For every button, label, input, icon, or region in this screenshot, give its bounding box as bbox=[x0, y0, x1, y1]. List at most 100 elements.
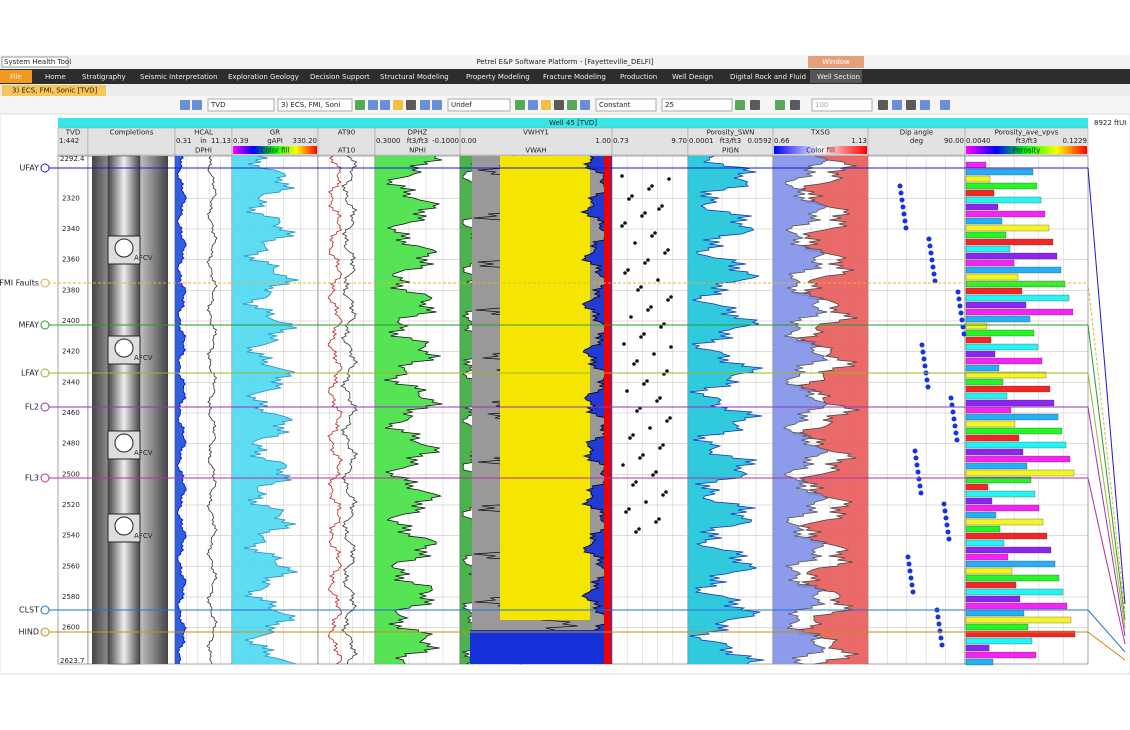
active-tab[interactable] bbox=[810, 70, 862, 83]
toolbar-field-label[interactable]: 25 bbox=[665, 101, 674, 109]
marker-icon[interactable] bbox=[40, 163, 50, 173]
dip-dot bbox=[922, 363, 928, 369]
menu-item[interactable]: Fracture Modeling bbox=[543, 73, 606, 81]
toolbar-icon[interactable] bbox=[541, 100, 551, 110]
marker-label[interactable]: FMI Faults bbox=[0, 279, 39, 288]
toolbar-icon[interactable] bbox=[892, 100, 902, 110]
track-name: TXSG bbox=[810, 129, 830, 137]
toolbar-field-label[interactable]: 100 bbox=[815, 101, 828, 109]
menu-item[interactable]: Production bbox=[620, 73, 657, 81]
track-header bbox=[687, 127, 774, 156]
menu-item[interactable]: Home bbox=[45, 73, 66, 81]
toolbar-icon[interactable] bbox=[420, 100, 430, 110]
toolbar-icon[interactable] bbox=[355, 100, 365, 110]
window-tab-label[interactable]: Window bbox=[822, 58, 850, 66]
toolbar-icon[interactable] bbox=[906, 100, 916, 110]
toolbar-icon[interactable] bbox=[528, 100, 538, 110]
toolbar-field-label[interactable]: Constant bbox=[599, 101, 631, 109]
toolbar-field[interactable] bbox=[447, 98, 511, 112]
toolbar-field-label[interactable]: 3) ECS, FMI, Soni bbox=[281, 101, 340, 109]
colorbar bbox=[966, 146, 1087, 154]
toolbar-icon[interactable] bbox=[380, 100, 390, 110]
menu-item[interactable]: Structural Modeling bbox=[380, 73, 449, 81]
menu-item[interactable]: Stratigraphy bbox=[82, 73, 126, 81]
menu-item[interactable]: Decision Support bbox=[310, 73, 370, 81]
tadpole bbox=[627, 197, 631, 201]
marker-label[interactable]: LFAY bbox=[21, 369, 39, 378]
porosity-bar bbox=[965, 343, 1039, 351]
menu-item[interactable]: Well Design bbox=[672, 73, 713, 81]
dip-dot bbox=[909, 582, 915, 588]
valve-icon bbox=[114, 338, 134, 358]
marker-label[interactable]: UFAY bbox=[20, 164, 40, 173]
menu-item[interactable]: Property Modeling bbox=[466, 73, 530, 81]
toolbar-icon[interactable] bbox=[406, 100, 416, 110]
porosity-bar bbox=[965, 196, 1042, 204]
toolbar-icon[interactable] bbox=[940, 100, 950, 110]
marker-icon[interactable] bbox=[40, 605, 50, 615]
toolbar-icon[interactable] bbox=[393, 100, 403, 110]
toolbar-icon[interactable] bbox=[368, 100, 378, 110]
toolbar-field-label[interactable]: Undef bbox=[451, 101, 472, 109]
track-header bbox=[867, 127, 966, 156]
health-tool-button[interactable] bbox=[1, 56, 69, 68]
tadpole bbox=[636, 288, 640, 292]
toolbar-field[interactable] bbox=[277, 98, 353, 112]
marker-icon[interactable] bbox=[40, 368, 50, 378]
toolbar-icon[interactable] bbox=[567, 100, 577, 110]
marker-label[interactable]: CLST bbox=[19, 606, 39, 615]
window-tab[interactable] bbox=[808, 56, 864, 68]
porosity-bar bbox=[965, 371, 1047, 379]
tadpole bbox=[630, 194, 634, 198]
menu-item[interactable]: Well Section bbox=[817, 73, 860, 81]
dip-dot bbox=[945, 529, 951, 535]
toolbar-icon[interactable] bbox=[878, 100, 888, 110]
marker-label[interactable]: HIND bbox=[18, 628, 39, 637]
menu-item[interactable]: Seismic Interpretation bbox=[140, 73, 218, 81]
marker-label[interactable]: MFAY bbox=[18, 321, 39, 330]
tadpole bbox=[667, 177, 671, 181]
toolbar-icon[interactable] bbox=[580, 100, 590, 110]
toolbar-icon[interactable] bbox=[432, 100, 442, 110]
toolbar-field-label[interactable]: TVD bbox=[210, 101, 225, 109]
toolbar-icon[interactable] bbox=[192, 100, 202, 110]
porosity-bar bbox=[965, 231, 1007, 239]
tadpole bbox=[646, 308, 650, 312]
marker-icon[interactable] bbox=[40, 320, 50, 330]
porosity-bar bbox=[965, 588, 1064, 596]
toolbar-icon[interactable] bbox=[920, 100, 930, 110]
toolbar-icon[interactable] bbox=[515, 100, 525, 110]
health-tool[interactable]: System Health Tool bbox=[4, 58, 71, 66]
marker-icon[interactable] bbox=[40, 627, 50, 637]
toolbar-icon[interactable] bbox=[775, 100, 785, 110]
toolbar-icon[interactable] bbox=[790, 100, 800, 110]
toolbar-field[interactable] bbox=[595, 98, 657, 112]
toolbar-field[interactable] bbox=[207, 98, 275, 112]
dip-dot bbox=[958, 310, 964, 316]
marker-icon[interactable] bbox=[40, 402, 50, 412]
menu-item[interactable]: Digital Rock and Fluid bbox=[730, 73, 806, 81]
menu-item[interactable]: File bbox=[10, 73, 22, 81]
vw-blue-base bbox=[470, 630, 610, 664]
porosity-bar bbox=[965, 518, 1044, 526]
marker-label[interactable]: FL2 bbox=[25, 403, 39, 412]
toolbar-icon[interactable] bbox=[180, 100, 190, 110]
file-tab[interactable] bbox=[0, 70, 32, 83]
marker-label[interactable]: FL3 bbox=[25, 474, 39, 483]
marker-icon[interactable] bbox=[40, 278, 50, 288]
toolbar-field[interactable] bbox=[661, 98, 733, 112]
doc-tab-label[interactable]: 3) ECS, FMI, Sonic [TVD] bbox=[12, 87, 98, 95]
doc-tab[interactable] bbox=[2, 85, 106, 96]
menu-item[interactable]: Exploration Geology bbox=[228, 73, 299, 81]
toolbar-field[interactable] bbox=[811, 98, 873, 112]
tadpole bbox=[631, 483, 635, 487]
porosity-bar bbox=[965, 406, 1012, 414]
marker-icon[interactable] bbox=[40, 473, 50, 483]
porosity-bar bbox=[965, 616, 1072, 624]
log-curve bbox=[242, 155, 299, 665]
dip-dot bbox=[932, 278, 938, 284]
toolbar-icon[interactable] bbox=[750, 100, 760, 110]
toolbar-icon[interactable] bbox=[554, 100, 564, 110]
tadpole bbox=[643, 261, 647, 265]
toolbar-icon[interactable] bbox=[735, 100, 745, 110]
